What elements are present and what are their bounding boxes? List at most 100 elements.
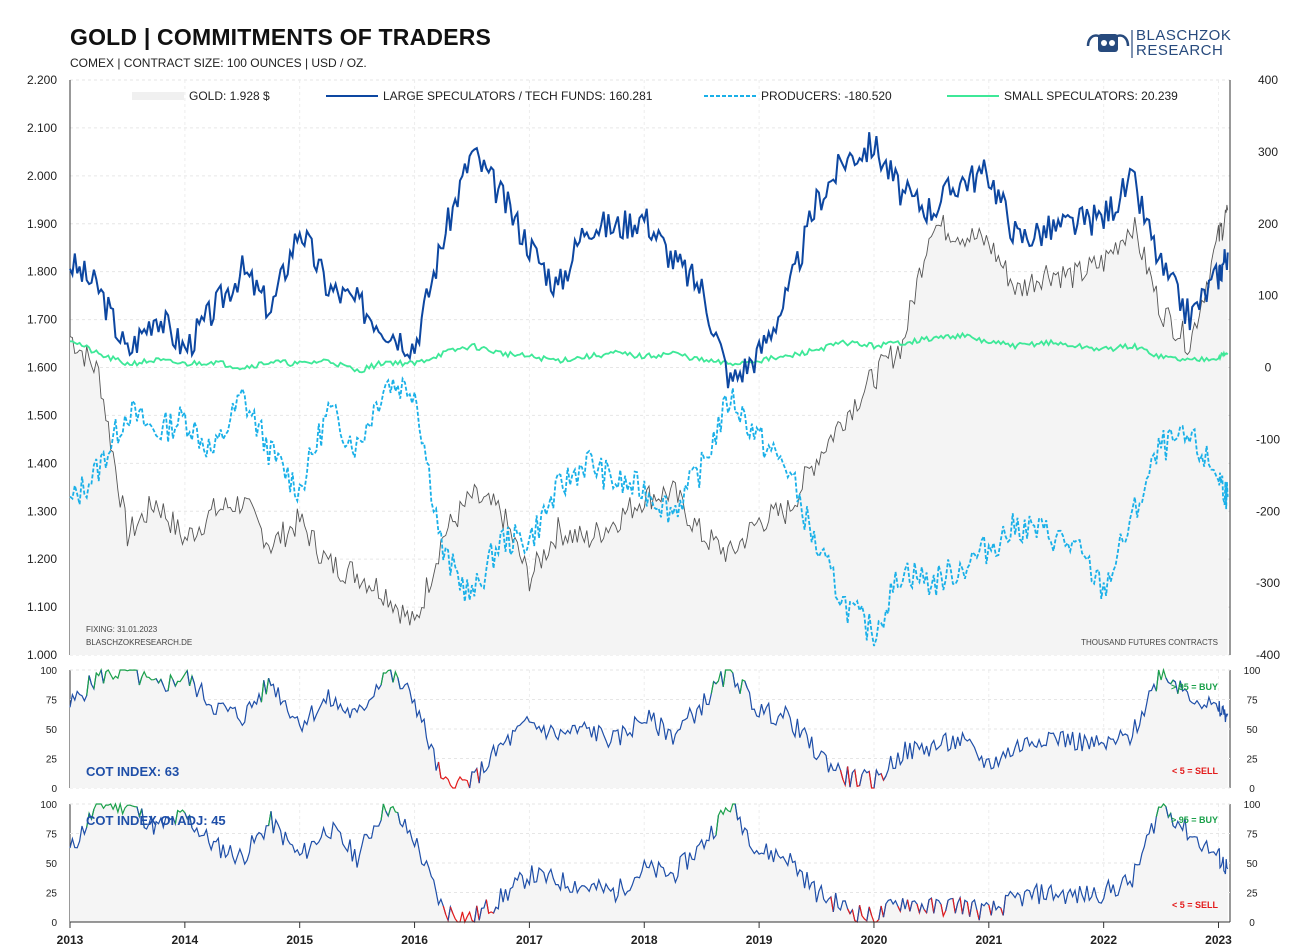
index-line-segment xyxy=(1170,813,1229,875)
index-line-segment xyxy=(138,670,160,686)
index-line-segment xyxy=(1179,680,1229,723)
left-axis-tick-label: 25 xyxy=(46,889,58,900)
gold-area xyxy=(70,204,1228,655)
index-line-segment xyxy=(268,672,384,734)
right-axis-tick-label: 400 xyxy=(1258,73,1278,87)
page-subtitle: COMEX | CONTRACT SIZE: 100 OUNCES | USD … xyxy=(70,56,367,70)
index-line-segment xyxy=(437,761,473,789)
source-annotation: BLASCHZOKRESEARCH.DE xyxy=(86,638,192,647)
left-axis-tick-label: 0 xyxy=(51,784,57,795)
index-line-segment xyxy=(69,675,90,708)
left-axis-tick-label: 75 xyxy=(46,830,58,841)
index-line-segment xyxy=(397,677,442,778)
left-axis-tick-label: 1.900 xyxy=(27,217,57,231)
legend-label: SMALL SPECULATORS: 20.239 xyxy=(1004,89,1178,103)
index-line-segment xyxy=(492,815,719,914)
index-line-segment xyxy=(270,803,384,868)
right-axis-tick-label: 200 xyxy=(1258,217,1278,231)
index-line-segment xyxy=(734,803,834,912)
index-line-segment xyxy=(744,680,844,780)
logo-text: BLASCHZOK RESEARCH xyxy=(1136,28,1231,58)
sell-threshold-label: < 5 = SELL xyxy=(1172,766,1219,776)
buy-threshold-label: > 95 = BUY xyxy=(1171,682,1218,692)
legend-label: GOLD: 1.928 $ xyxy=(189,89,270,103)
right-axis-tick-label: -200 xyxy=(1256,504,1280,518)
index-line-segment xyxy=(189,811,272,866)
left-axis-tick-label: 2.000 xyxy=(27,169,57,183)
left-axis-tick-label: 1.000 xyxy=(27,648,57,662)
index-label: COT INDEX OI ADJ: 45 xyxy=(86,813,226,828)
x-axis-tick-label: 2016 xyxy=(401,933,428,947)
left-axis-tick-label: 50 xyxy=(46,859,58,870)
units-annotation: THOUSAND FUTURES CONTRACTS xyxy=(1081,638,1218,647)
large-speculators-line xyxy=(69,132,1229,389)
right-axis-tick-label: 0 xyxy=(1265,361,1272,375)
left-axis-tick-label: 1.700 xyxy=(27,313,57,327)
right-axis-tick-label: -400 xyxy=(1256,648,1280,662)
index-line-segment xyxy=(1002,806,1160,916)
right-axis-tick-label: 100 xyxy=(1244,800,1261,811)
x-axis-tick-label: 2023 xyxy=(1205,933,1232,947)
left-axis-tick-label: 50 xyxy=(46,725,58,736)
x-axis-tick-label: 2013 xyxy=(57,933,84,947)
index-line-segment xyxy=(397,812,447,915)
left-axis-tick-label: 25 xyxy=(46,755,58,766)
left-axis-tick-label: 100 xyxy=(40,800,57,811)
index-line-segment xyxy=(715,803,739,836)
legend-label: PRODUCERS: -180.520 xyxy=(761,89,892,103)
index-line-segment xyxy=(90,801,140,820)
x-axis-tick-label: 2014 xyxy=(171,933,198,947)
right-axis-tick-label: 50 xyxy=(1246,725,1258,736)
left-axis-tick-label: 2.100 xyxy=(27,121,57,135)
right-axis-tick-label: 50 xyxy=(1246,859,1258,870)
left-axis-tick-label: 75 xyxy=(46,696,58,707)
legend-label: LARGE SPECULATORS / TECH FUNDS: 160.281 xyxy=(383,89,653,103)
right-axis-tick-label: 100 xyxy=(1244,666,1261,677)
buy-threshold-label: > 95 = BUY xyxy=(1171,815,1218,825)
page-title: GOLD | COMMITMENTS OF TRADERS xyxy=(70,24,492,50)
x-axis-tick-label: 2021 xyxy=(975,933,1002,947)
right-axis-tick-label: 75 xyxy=(1246,696,1258,707)
index-line-segment xyxy=(69,813,90,849)
index-area xyxy=(70,670,1228,788)
small-speculators-line xyxy=(69,331,1229,374)
right-axis-tick-label: 100 xyxy=(1258,289,1278,303)
index-line-segment xyxy=(449,905,478,924)
index-line-segment xyxy=(882,669,1160,781)
left-axis-tick-label: 1.100 xyxy=(27,600,57,614)
left-axis-tick-label: 1.500 xyxy=(27,408,57,422)
left-axis-tick-label: 1.800 xyxy=(27,265,57,279)
index-line-segment xyxy=(102,669,140,686)
index-line-segment xyxy=(882,898,901,918)
right-axis-tick-label: 25 xyxy=(1246,755,1258,766)
logo-icon xyxy=(1086,30,1133,58)
index-label: COT INDEX: 63 xyxy=(86,764,179,779)
right-axis-tick-label: 25 xyxy=(1246,889,1258,900)
right-axis-tick-label: 0 xyxy=(1249,784,1255,795)
x-axis-tick-label: 2015 xyxy=(286,933,313,947)
logo-line2: RESEARCH xyxy=(1136,42,1224,59)
left-axis-tick-label: 1.200 xyxy=(27,552,57,566)
index-line-segment xyxy=(832,892,851,914)
index-line-segment xyxy=(478,681,715,784)
index-line-segment xyxy=(191,675,265,727)
right-axis-tick-label: 0 xyxy=(1249,918,1255,929)
x-axis-tick-label: 2017 xyxy=(516,933,543,947)
x-axis-tick-label: 2020 xyxy=(861,933,888,947)
index-line-segment xyxy=(141,808,179,835)
left-axis-tick-label: 2.200 xyxy=(27,73,57,87)
logo-line1: BLASCHZOK xyxy=(1136,27,1232,44)
x-axis-tick-label: 2019 xyxy=(746,933,773,947)
left-axis-tick-label: 1.400 xyxy=(27,456,57,470)
right-axis-tick-label: -100 xyxy=(1256,432,1280,446)
right-axis-tick-label: 300 xyxy=(1258,145,1278,159)
right-axis-tick-label: 75 xyxy=(1246,830,1258,841)
left-axis-tick-label: 0 xyxy=(51,918,57,929)
fixing-annotation: FIXING: 31.01.2023 xyxy=(86,625,158,634)
sell-threshold-label: < 5 = SELL xyxy=(1172,900,1219,910)
right-axis-tick-label: -300 xyxy=(1256,576,1280,590)
x-axis-tick-label: 2022 xyxy=(1090,933,1117,947)
left-axis-tick-label: 1.300 xyxy=(27,504,57,518)
gold-line xyxy=(69,204,1229,626)
